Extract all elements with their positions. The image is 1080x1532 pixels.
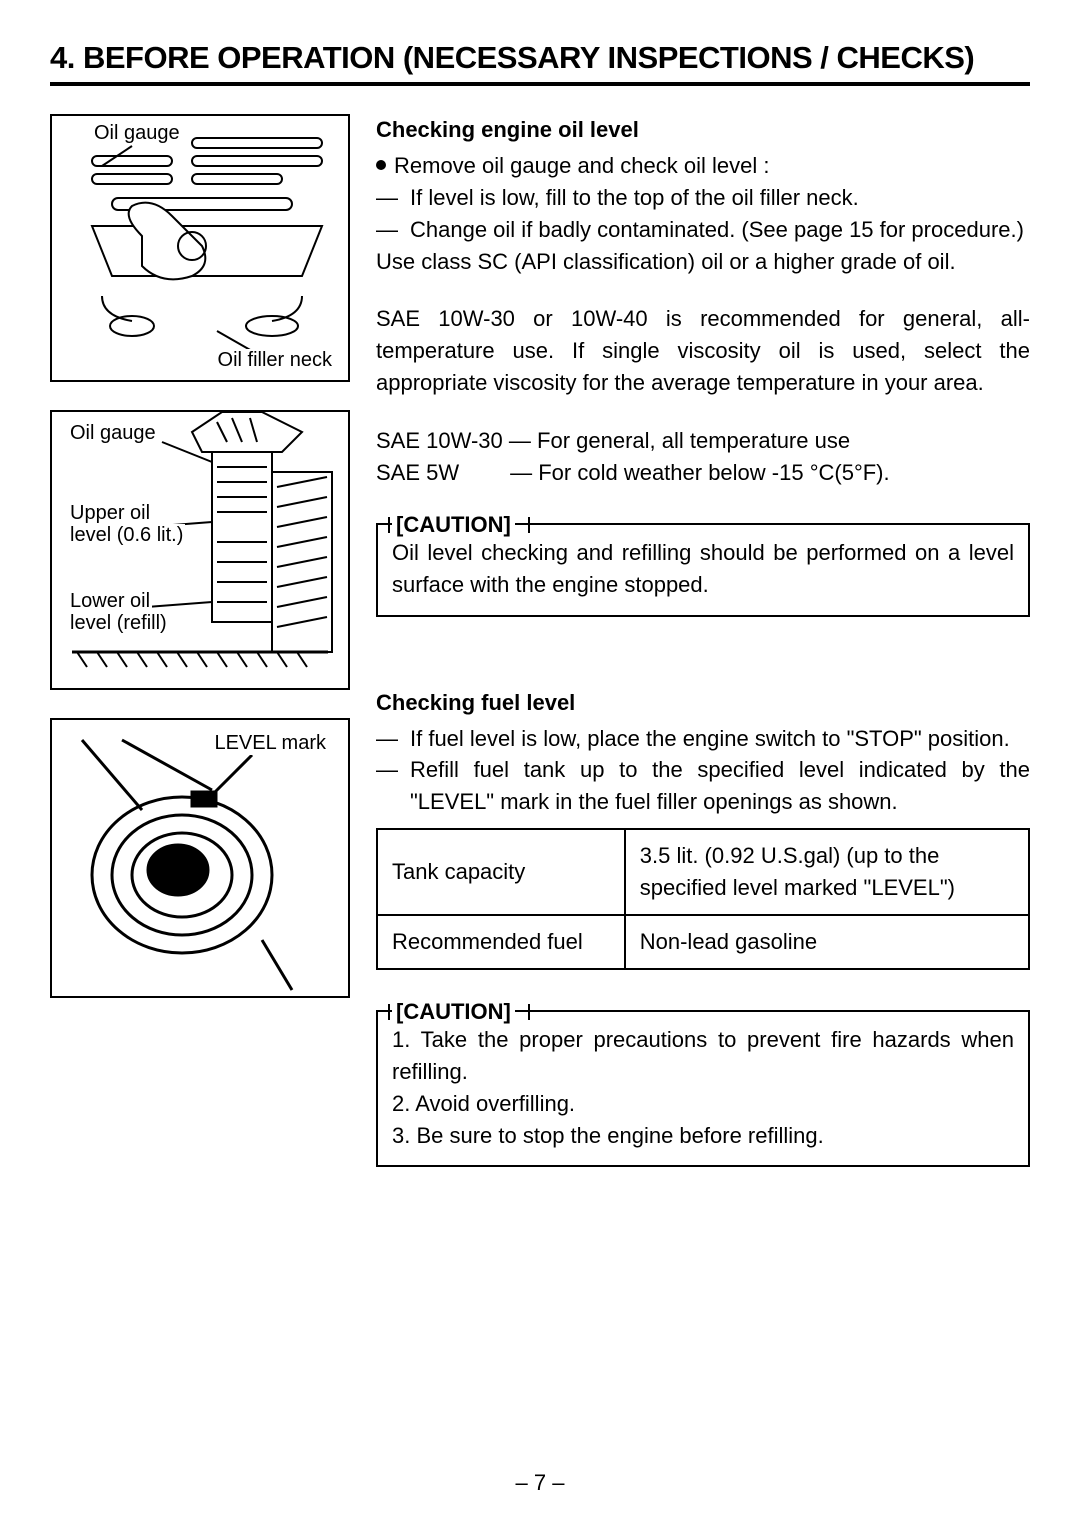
oil-caution-text: Oil level checking and refilling should …	[392, 537, 1014, 601]
oil-bullet-row: Remove oil gauge and check oil level :	[376, 150, 1030, 182]
dash-icon: —	[376, 754, 402, 818]
fuel-caution-label: [CAUTION]	[392, 996, 515, 1028]
cell-tank-capacity-label: Tank capacity	[377, 829, 625, 915]
fuel-caution-l3: 3. Be sure to stop the engine before ref…	[392, 1120, 1014, 1152]
sae1-desc: — For general, all temperature use	[509, 428, 850, 453]
oil-dash-2: — Change oil if badly contaminated. (See…	[376, 214, 1030, 246]
dash-icon: —	[376, 182, 402, 214]
text-column: Checking engine oil level Remove oil gau…	[376, 114, 1030, 1167]
main-content: Oil gauge Oil filler neck	[50, 114, 1030, 1167]
oil-bullet-text: Remove oil gauge and check oil level :	[394, 150, 769, 182]
fuel-line2: Refill fuel tank up to the specified lev…	[410, 754, 1030, 818]
oil-caution-box: [CAUTION] Oil level checking and refilli…	[376, 523, 1030, 617]
fig1-svg	[52, 116, 348, 380]
figures-column: Oil gauge Oil filler neck	[50, 114, 350, 1167]
fuel-line1: If fuel level is low, place the engine s…	[410, 723, 1010, 755]
fig2-label-lower2: level (refill)	[68, 612, 169, 635]
table-row: Recommended fuel Non-lead gasoline	[377, 915, 1029, 969]
cell-recommended-fuel-label: Recommended fuel	[377, 915, 625, 969]
sae1-label: SAE 10W-30	[376, 428, 503, 453]
oil-caution-label: [CAUTION]	[392, 509, 515, 541]
fig1-label-oil-gauge: Oil gauge	[92, 122, 182, 145]
oil-para2: SAE 10W-30 or 10W-40 is recommended for …	[376, 303, 1030, 399]
fuel-caution-box: [CAUTION] 1. Take the proper precautions…	[376, 1010, 1030, 1168]
fig2-label-lower: Lower oil	[68, 590, 152, 613]
page-title: 4. BEFORE OPERATION (NECESSARY INSPECTIO…	[50, 40, 1030, 86]
oil-line2: Change oil if badly contaminated. (See p…	[410, 214, 1024, 246]
fuel-dash-2: — Refill fuel tank up to the specified l…	[376, 754, 1030, 818]
sae-row-1: SAE 10W-30 — For general, all temperatur…	[376, 425, 1030, 457]
fuel-caution-l2: 2. Avoid overfilling.	[392, 1088, 1014, 1120]
oil-line1: If level is low, fill to the top of the …	[410, 182, 859, 214]
fig2-label-upper: Upper oil	[68, 502, 152, 525]
fig1-label-filler-neck: Oil filler neck	[216, 349, 334, 372]
fuel-spec-table: Tank capacity 3.5 lit. (0.92 U.S.gal) (u…	[376, 828, 1030, 970]
fig3-svg	[52, 720, 348, 996]
dash-icon: —	[376, 723, 402, 755]
oil-heading: Checking engine oil level	[376, 114, 1030, 146]
cell-tank-capacity-value: 3.5 lit. (0.92 U.S.gal) (up to the speci…	[625, 829, 1029, 915]
page-number: – 7 –	[0, 1470, 1080, 1496]
fig2-label-upper2: level (0.6 lit.)	[68, 524, 185, 547]
table-row: Tank capacity 3.5 lit. (0.92 U.S.gal) (u…	[377, 829, 1029, 915]
fuel-dash-1: — If fuel level is low, place the engine…	[376, 723, 1030, 755]
dash-icon: —	[376, 214, 402, 246]
fig3-label-level: LEVEL mark	[212, 732, 328, 755]
fuel-heading: Checking fuel level	[376, 687, 1030, 719]
sae2-desc: — For cold weather below -15 °C(5°F).	[510, 460, 890, 485]
figure-level-mark: LEVEL mark	[50, 718, 350, 998]
sae2-label: SAE 5W	[376, 457, 504, 489]
oil-para1: Use class SC (API classification) oil or…	[376, 246, 1030, 278]
bullet-dot-icon	[376, 160, 386, 170]
oil-dash-1: — If level is low, fill to the top of th…	[376, 182, 1030, 214]
cell-recommended-fuel-value: Non-lead gasoline	[625, 915, 1029, 969]
figure-oil-gauge-hand: Oil gauge Oil filler neck	[50, 114, 350, 382]
fig2-label-gauge: Oil gauge	[68, 422, 158, 445]
fuel-caution-l1: 1. Take the proper precautions to preven…	[392, 1024, 1014, 1088]
fig2-svg	[52, 412, 348, 688]
sae-row-2: SAE 5W — For cold weather below -15 °C(5…	[376, 457, 1030, 489]
figure-oil-level: Oil gauge Upper oil level (0.6 lit.) Low…	[50, 410, 350, 690]
